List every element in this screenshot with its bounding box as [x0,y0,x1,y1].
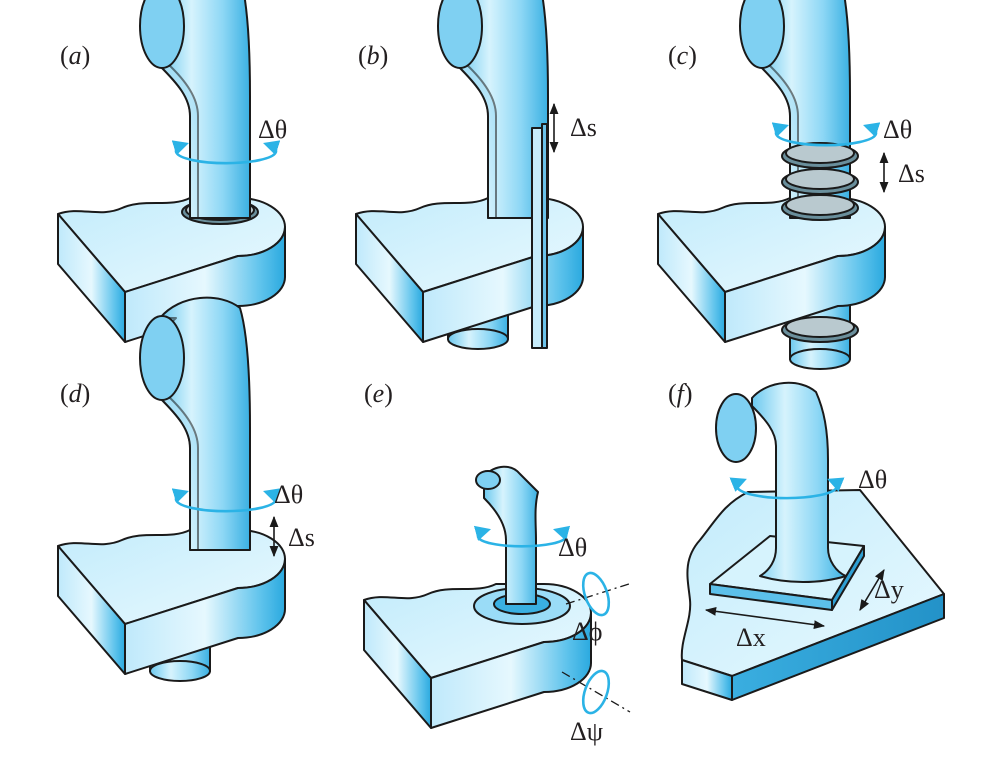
delta-theta-label: Δθ [883,115,912,144]
cylindrical-joint-illustration [57,296,286,682]
delta-s-label: Δs [288,523,315,552]
planar-joint-illustration [680,381,945,701]
delta-theta-label: Δθ [858,465,887,494]
rotation-arrow-psi [581,669,611,715]
spherical-joint-illustration [363,465,592,729]
delta-psi-label: Δψ [570,717,603,746]
revolute-joint-illustration [57,0,286,350]
panel-b-label: (b) [358,41,388,70]
delta-y-label: Δy [874,575,904,604]
panel-e-letter: e [373,379,385,408]
panel-c: (c) Δθ Δs [657,0,925,370]
panel-d-letter: d [69,379,83,408]
panel-d-label: (d) [60,379,90,408]
panel-e: (e) Δθ Δϕ Δψ [363,379,633,746]
panel-a-label: (a) [60,41,90,70]
rotation-arrow-phi [581,571,611,617]
panel-d: (d) Δθ Δs [57,296,315,682]
panel-b: (b) Δs [355,0,597,350]
panel-f: (f) Δθ Δy Δx [668,379,945,701]
prismatic-joint-illustration [355,0,584,350]
delta-x-label: Δx [736,623,766,652]
helical-joint-illustration [657,0,886,370]
panel-f-letter: f [677,379,688,408]
panel-a-letter: a [69,41,82,70]
delta-theta-label: Δθ [558,533,587,562]
delta-s-label: Δs [570,113,597,142]
delta-phi-label: Δϕ [572,617,602,646]
panel-b-letter: b [367,41,380,70]
delta-theta-label: Δθ [258,115,287,144]
panel-e-label: (e) [364,379,393,408]
panel-c-label: (c) [668,41,697,70]
panel-a: (a) Δθ [57,0,287,350]
delta-theta-label: Δθ [274,480,303,509]
delta-s-label: Δs [898,159,925,188]
panel-f-label: (f) [668,379,693,408]
panel-c-letter: c [677,41,689,70]
